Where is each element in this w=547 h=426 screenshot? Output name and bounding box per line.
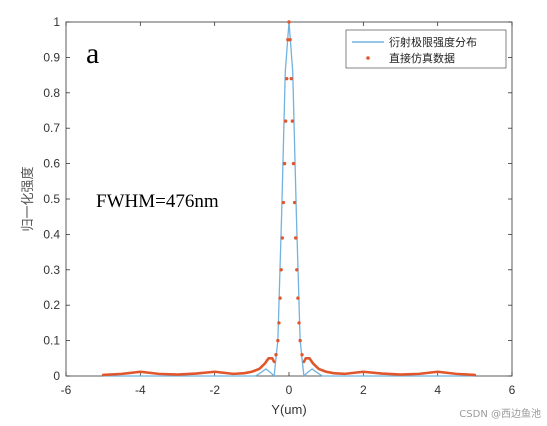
simulation-data-point (292, 200, 297, 205)
y-tick-label: 0.9 (43, 50, 60, 64)
x-axis-label: Y(um) (271, 402, 306, 417)
simulation-data-point (282, 161, 287, 166)
series-layer (101, 20, 477, 378)
simulation-data-point (277, 321, 281, 325)
y-tick-label: 0.8 (43, 86, 60, 100)
legend: 衍射极限强度分布 直接仿真数据 (345, 29, 507, 69)
y-tick-label: 0.5 (43, 192, 60, 206)
y-tick-label: 0.6 (43, 157, 60, 171)
simulation-data-point (295, 268, 299, 272)
y-tick-label: 0.7 (43, 121, 60, 135)
y-tick-label: 0 (53, 369, 60, 383)
legend-box (345, 29, 507, 69)
simulation-data-point (288, 38, 292, 42)
x-tick-label: -4 (135, 383, 146, 397)
simulation-data-point (298, 338, 302, 343)
simulation-data-point (283, 119, 288, 123)
x-tick-label: 0 (286, 383, 293, 397)
legend-entry-2: 直接仿真数据 (389, 51, 455, 65)
panel-label: a (86, 37, 99, 70)
x-tick-label: 6 (509, 383, 516, 397)
plot-area (65, 21, 513, 377)
y-tick-label: 0.4 (43, 227, 60, 241)
watermark: CSDN @西边鱼池 (459, 409, 541, 420)
simulation-data-point (287, 20, 291, 24)
simulation-data-point (281, 200, 286, 205)
simulation-data-point (289, 76, 293, 81)
y-tick-label: 1 (53, 15, 60, 29)
simulation-data-point (279, 268, 283, 272)
simulation-data-point (274, 353, 278, 357)
legend-entry-1: 衍射极限强度分布 (389, 35, 477, 49)
simulation-data-point (293, 236, 298, 240)
x-tick-label: 4 (434, 383, 441, 397)
simulation-data-point (291, 161, 296, 166)
legend-marker-swatch (366, 56, 370, 60)
x-tick-label: -2 (209, 383, 220, 397)
simulation-data-point (300, 353, 304, 357)
fwhm-annotation: FWHM=476nm (96, 191, 219, 212)
y-tick-label: 0.1 (43, 334, 60, 348)
y-axis: 0 0.1 0.2 0.3 0.4 0.5 0.6 0.7 0.8 0.9 1 (43, 15, 512, 383)
simulation-data-point (297, 321, 301, 325)
simulation-data-point (285, 76, 289, 81)
x-tick-label: 2 (360, 383, 367, 397)
simulation-data-point (276, 338, 280, 343)
simulation-data-point (290, 119, 295, 123)
simulation-floor-right (302, 357, 477, 377)
simulation-data-point (280, 236, 285, 240)
x-tick-label: -6 (61, 383, 72, 397)
simulation-data-point (278, 296, 282, 300)
y-tick-label: 0.3 (43, 263, 60, 277)
simulation-floor-left (101, 357, 276, 377)
y-tick-label: 0.2 (43, 298, 60, 312)
simulation-data-point (296, 296, 300, 300)
y-axis-label: 归一化强度 (20, 166, 36, 231)
